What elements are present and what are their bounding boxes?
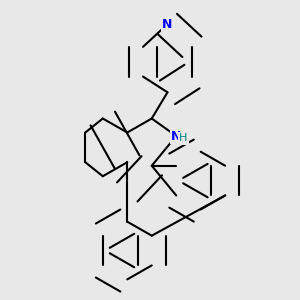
- Text: N: N: [162, 18, 173, 31]
- Text: N: N: [171, 130, 181, 142]
- Text: H: H: [179, 134, 188, 143]
